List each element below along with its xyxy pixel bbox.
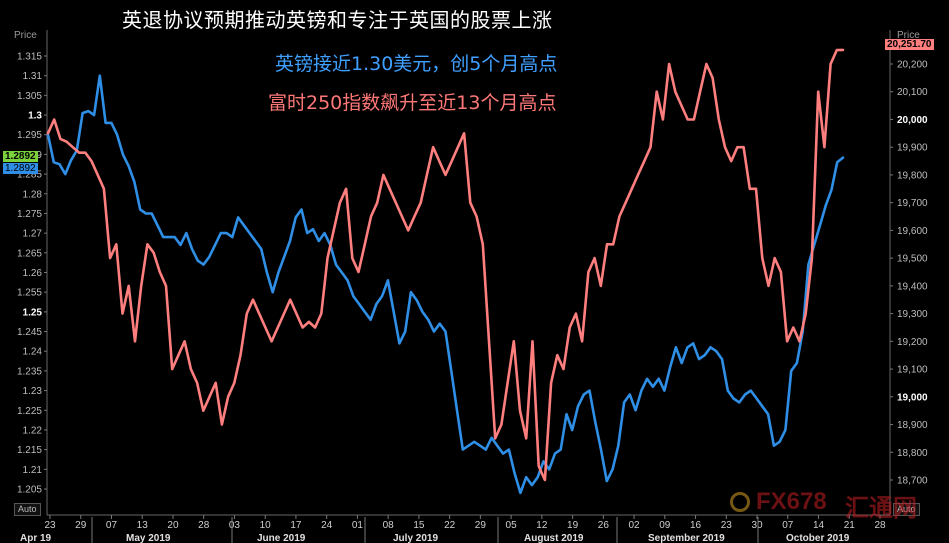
x-tick-label: 23: [721, 520, 733, 531]
x-tick-label: 16: [690, 520, 702, 531]
right-tick-label: 19,900: [897, 143, 928, 154]
chart-title: 英退协议预期推动英镑和专注于英国的股票上涨: [122, 8, 553, 32]
gbp-annotation: 英镑接近1.30美元，创5个月高点: [275, 53, 558, 75]
left-auto-button[interactable]: Auto: [14, 503, 41, 516]
left-tick-label: 1.23: [23, 386, 43, 397]
x-tick-label: 28: [198, 520, 210, 531]
left-tick-label: 1.285: [17, 170, 42, 181]
left-tick-label: 1.21: [23, 465, 43, 476]
ftse-annotation: 富时250指数飙升至近13个月高点: [268, 92, 557, 114]
right-tick-label: 19,000: [897, 392, 928, 403]
left-tick-label: 1.265: [17, 248, 42, 259]
x-tick-label: 12: [536, 520, 548, 531]
left-tick-label: 1.28: [23, 189, 43, 200]
right-tick-label: 19,600: [897, 226, 928, 237]
right-current-price: 20,251.70: [885, 39, 934, 50]
x-tick-label: 01: [352, 520, 364, 531]
month-label: May 2019: [126, 533, 171, 543]
left-tick-label: 1.295: [17, 130, 42, 141]
ftse250-line: [46, 48, 845, 482]
left-tick-label: 1.205: [17, 485, 42, 496]
left-tick-label: 1.255: [17, 288, 42, 299]
x-tick-label: 22: [444, 520, 456, 531]
x-tick-label: 05: [506, 520, 518, 531]
x-tick-label: 21: [844, 520, 856, 531]
x-tick-label: 03: [229, 520, 241, 531]
x-tick-label: 08: [383, 520, 395, 531]
left-tick-label: 1.27: [23, 229, 43, 240]
x-tick-label: 19: [567, 520, 579, 531]
right-tick-label: 19,100: [897, 365, 928, 376]
left-tick-label: 1.225: [17, 406, 42, 417]
x-tick-label: 14: [813, 520, 825, 531]
left-tick-label: 1.31: [23, 71, 43, 82]
right-tick-label: 19,800: [897, 170, 928, 181]
x-tick-label: 26: [598, 520, 610, 531]
x-tick-label: 20: [167, 520, 179, 531]
left-tick-label: 1.26: [23, 268, 43, 279]
right-tick-label: 19,500: [897, 254, 928, 265]
right-tick-label: 18,800: [897, 448, 928, 459]
x-tick-label: 02: [629, 520, 641, 531]
x-tick-label: 10: [260, 520, 272, 531]
right-tick-label: 20,100: [897, 87, 928, 98]
left-tick-label: 1.245: [17, 327, 42, 338]
left-tick-label: 1.215: [17, 445, 42, 456]
x-tick-label: 17: [290, 520, 302, 531]
left-tick-label: 1.235: [17, 366, 42, 377]
x-tick-label: 28: [874, 520, 886, 531]
x-tick-label: 29: [475, 520, 487, 531]
left-tick-label: 1.24: [23, 347, 43, 358]
right-tick-label: 20,200: [897, 60, 928, 71]
right-tick-label: 19,200: [897, 337, 928, 348]
left-axis-title: Price: [14, 30, 37, 41]
left-tick-label: 1.305: [17, 91, 42, 102]
x-tick-label: 23: [44, 520, 56, 531]
month-label: September 2019: [648, 533, 725, 543]
left-current-price-green: 1.2892: [3, 151, 38, 162]
month-label: July 2019: [393, 533, 438, 543]
right-tick-label: 19,400: [897, 281, 928, 292]
right-tick-label: 19,700: [897, 198, 928, 209]
month-label: August 2019: [524, 533, 584, 543]
gbp-usd-line: [46, 74, 845, 495]
x-tick-label: 07: [782, 520, 794, 531]
right-tick-label: 20,000: [897, 115, 928, 126]
x-tick-label: 15: [413, 520, 425, 531]
left-tick-label: 1.3: [28, 111, 42, 122]
left-tick-label: 1.25: [23, 307, 43, 318]
watermark-text-cn: 汇通网: [845, 495, 917, 522]
x-tick-label: 07: [106, 520, 118, 531]
right-tick-label: 18,900: [897, 420, 928, 431]
x-tick-label: 29: [75, 520, 87, 531]
x-tick-label: 30: [751, 520, 763, 531]
left-tick-label: 1.275: [17, 209, 42, 220]
left-tick-label: 1.22: [23, 425, 43, 436]
right-axis-title: Price: [897, 30, 920, 41]
right-auto-button[interactable]: Auto: [893, 503, 920, 516]
left-current-price-blue: 1.2892: [3, 163, 38, 174]
x-tick-label: 24: [321, 520, 333, 531]
watermark-text: FX678: [756, 488, 827, 515]
month-label: October 2019: [786, 533, 850, 543]
right-tick-label: 18,700: [897, 476, 928, 487]
right-tick-label: 19,300: [897, 309, 928, 320]
x-tick-label: 13: [137, 520, 149, 531]
month-label: Apr 19: [20, 533, 52, 543]
watermark-logo-icon: [730, 492, 750, 512]
x-tick-label: 09: [659, 520, 671, 531]
month-label: June 2019: [257, 533, 306, 543]
left-tick-label: 1.315: [17, 52, 42, 63]
